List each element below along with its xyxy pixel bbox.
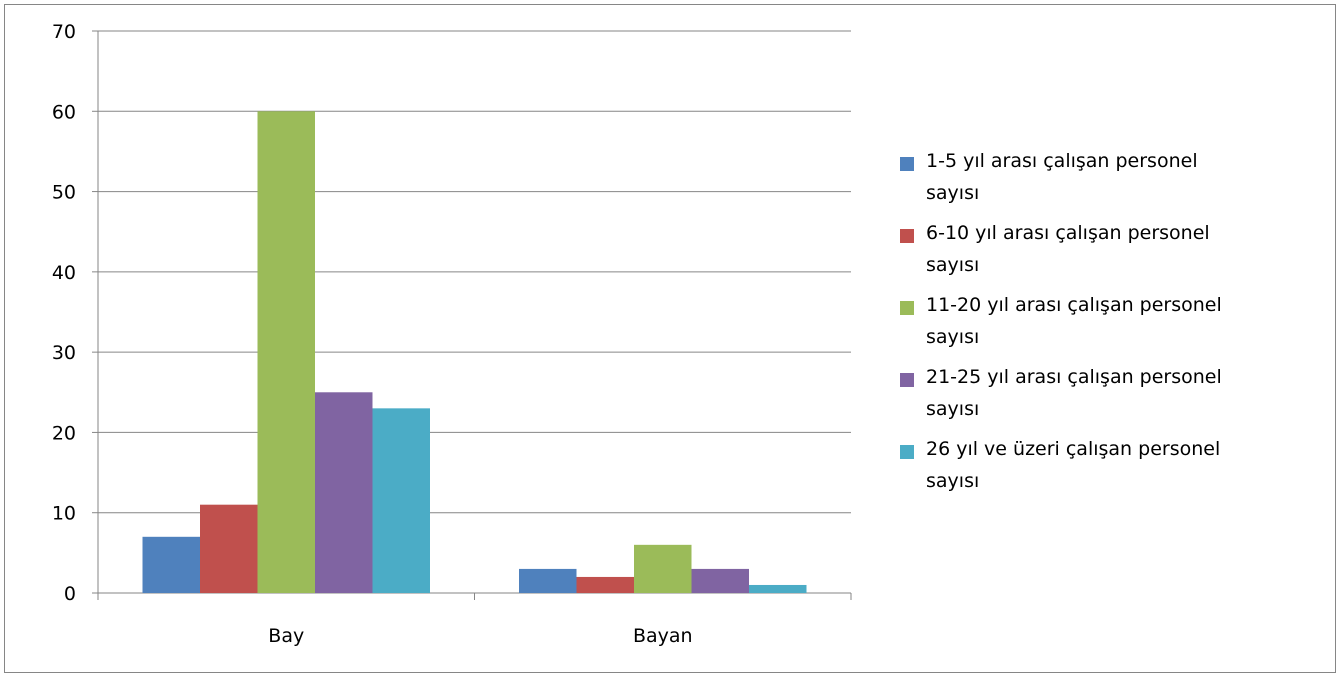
y-tick-label: 50 [52,182,76,204]
legend-item: 26 yıl ve üzeri çalışan personel sayısı [900,433,1330,497]
legend-label: 11-20 yıl arası çalışan personel sayısı [926,294,1222,348]
y-tick-label: 0 [64,583,76,605]
legend-label: 1-5 yıl arası çalışan personel sayısı [926,150,1198,204]
legend: 1-5 yıl arası çalışan personel sayısı 6-1… [900,145,1330,505]
bar-2-bayan [576,576,634,593]
legend-swatch [900,229,914,243]
y-tick-label: 20 [52,422,76,444]
bar-4-bayan [691,568,749,593]
bar-5-bayan [749,584,807,593]
bar-2-bay [200,504,258,593]
chart-frame: 0 10 20 30 40 50 60 70 Bay Bayan 1-5 yıl arası ça… [4,4,1336,673]
legend-label: 26 yıl ve üzeri çalışan personel sayısı [926,438,1221,492]
bar-4-bay [315,392,373,593]
legend-item: 1-5 yıl arası çalışan personel sayısı [900,145,1330,209]
y-tick-label: 40 [52,262,76,284]
legend-label: 21-25 yıl arası çalışan personel sayısı [926,366,1222,420]
y-tick-label: 60 [52,101,76,123]
legend-item: 6-10 yıl arası çalışan personel sayısı [900,217,1330,281]
category-label: Bayan [633,625,693,647]
category-label: Bay [268,625,304,647]
legend-swatch [900,157,914,171]
bar-chart: 0 10 20 30 40 50 60 70 Bay Bayan [52,21,852,647]
y-tick-label: 30 [52,342,76,364]
legend-swatch [900,301,914,315]
y-tick-label: 70 [52,21,76,43]
y-tick-label: 10 [52,503,76,525]
bar-1-bay [142,536,200,593]
legend-label: 6-10 yıl arası çalışan personel sayısı [926,222,1210,276]
legend-swatch [900,373,914,387]
bar-3-bayan [634,544,692,593]
bar-1-bayan [519,568,577,593]
legend-item: 11-20 yıl arası çalışan personel sayısı [900,289,1330,353]
legend-item: 21-25 yıl arası çalışan personel sayısı [900,361,1330,425]
bar-5-bay [372,408,430,593]
legend-swatch [900,445,914,459]
bar-3-bay [257,111,315,594]
